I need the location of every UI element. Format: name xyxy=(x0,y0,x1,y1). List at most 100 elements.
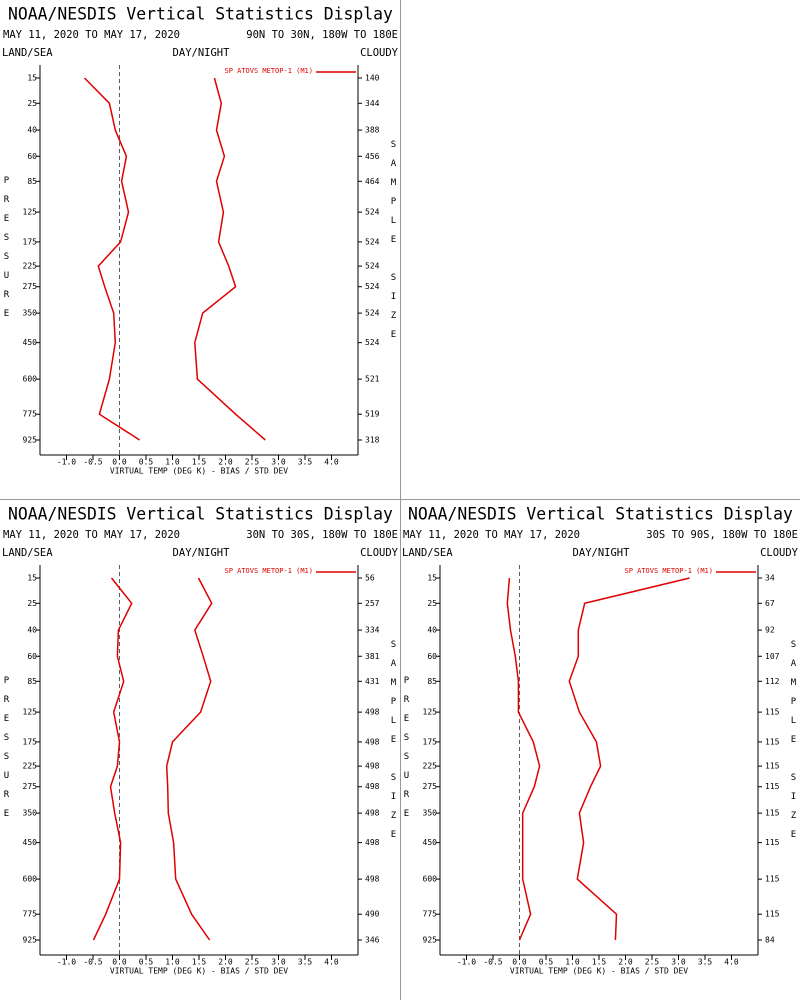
y-tick-label: 275 xyxy=(23,282,38,291)
x-tick-label: 3.0 xyxy=(271,958,286,967)
day-night: DAY/NIGHT xyxy=(173,547,231,559)
y-tick-label: 125 xyxy=(23,208,38,217)
region: 30S TO 90S, 180W TO 180E xyxy=(646,529,798,541)
y-tick-label: 15 xyxy=(427,574,437,583)
profile-line xyxy=(506,577,541,941)
day-night: DAY/NIGHT xyxy=(173,47,231,59)
sample-size-label: 115 xyxy=(765,782,780,791)
y2-axis-label: SAMPLE SIZE xyxy=(789,640,799,849)
y-tick-label: 60 xyxy=(27,652,37,661)
sample-size-label: 115 xyxy=(765,708,780,717)
y-tick-label: 275 xyxy=(423,782,438,791)
x-tick-label: 1.0 xyxy=(165,458,180,467)
x-tick-label: -0.5 xyxy=(483,958,502,967)
y-tick-label: 775 xyxy=(23,910,38,919)
sample-size-label: 431 xyxy=(365,677,380,686)
sample-size-label: 524 xyxy=(365,208,380,217)
sample-size-label: 490 xyxy=(365,910,380,919)
y-tick-label: 40 xyxy=(27,126,37,135)
y-tick-label: 15 xyxy=(27,574,37,583)
y-tick-label: 600 xyxy=(23,375,38,384)
x-axis-label: VIRTUAL TEMP (DEG K) - BIAS / STD DEV xyxy=(110,967,288,976)
sample-size-label: 115 xyxy=(765,762,780,771)
profile-line xyxy=(568,577,690,941)
y-tick-label: 85 xyxy=(427,677,437,686)
title: NOAA/NESDIS Vertical Statistics Display xyxy=(8,5,393,24)
sample-size-label: 524 xyxy=(365,237,380,246)
y-tick-label: 775 xyxy=(423,910,438,919)
cloudy: CLOUDY xyxy=(360,547,399,559)
panel: NOAA/NESDIS Vertical Statistics Display M… xyxy=(2,505,399,976)
y-tick-label: 225 xyxy=(23,262,38,271)
y-tick-label: 450 xyxy=(423,838,438,847)
legend-label: SP ATOVS METOP-1 (M1) xyxy=(224,67,313,75)
profile-line xyxy=(83,77,141,441)
profile-line xyxy=(92,577,133,941)
sample-size-label: 346 xyxy=(365,936,380,945)
sample-size-label: 498 xyxy=(365,875,380,884)
sample-size-label: 456 xyxy=(365,152,380,161)
x-tick-label: 2.5 xyxy=(245,958,260,967)
x-tick-label: 1.5 xyxy=(192,458,207,467)
y-tick-label: 60 xyxy=(27,152,37,161)
y-tick-label: 225 xyxy=(23,762,38,771)
sample-size-label: 381 xyxy=(365,652,380,661)
x-tick-label: 0.5 xyxy=(139,458,154,467)
land-sea: LAND/SEA xyxy=(402,547,453,559)
land-sea: LAND/SEA xyxy=(2,547,53,559)
y-tick-label: 125 xyxy=(23,708,38,717)
y-tick-label: 85 xyxy=(27,177,37,186)
y-tick-label: 25 xyxy=(427,599,437,608)
sample-size-label: 524 xyxy=(365,309,380,318)
y-tick-label: 450 xyxy=(23,838,38,847)
date-range: MAY 11, 2020 TO MAY 17, 2020 xyxy=(3,29,180,41)
y-tick-label: 60 xyxy=(427,652,437,661)
x-axis-label: VIRTUAL TEMP (DEG K) - BIAS / STD DEV xyxy=(510,967,688,976)
x-tick-label: 0.5 xyxy=(139,958,154,967)
y-tick-label: 125 xyxy=(423,708,438,717)
sample-size-label: 115 xyxy=(765,910,780,919)
sample-size-label: 498 xyxy=(365,809,380,818)
title: NOAA/NESDIS Vertical Statistics Display xyxy=(408,505,793,524)
sample-size-label: 498 xyxy=(365,708,380,717)
cloudy: CLOUDY xyxy=(760,547,799,559)
y-tick-label: 450 xyxy=(23,338,38,347)
y-tick-label: 175 xyxy=(23,237,38,246)
region: 90N TO 30N, 180W TO 180E xyxy=(246,29,398,41)
y-tick-label: 775 xyxy=(23,410,38,419)
y-tick-label: 25 xyxy=(27,599,37,608)
x-tick-label: 2.0 xyxy=(218,458,233,467)
y2-axis-label: SAMPLE SIZE xyxy=(389,140,399,349)
sample-size-label: 344 xyxy=(365,99,380,108)
x-tick-label: 2.0 xyxy=(618,958,633,967)
legend-label: SP ATOVS METOP-1 (M1) xyxy=(224,567,313,575)
profile-line xyxy=(165,577,213,941)
panel: NOAA/NESDIS Vertical Statistics Display M… xyxy=(402,505,799,976)
y-tick-label: 925 xyxy=(23,936,38,945)
sample-size-label: 92 xyxy=(765,626,775,635)
date-range: MAY 11, 2020 TO MAY 17, 2020 xyxy=(3,529,180,541)
y-tick-label: 350 xyxy=(23,809,38,818)
y-tick-label: 275 xyxy=(23,782,38,791)
sample-size-label: 521 xyxy=(365,375,380,384)
y-tick-label: 350 xyxy=(423,809,438,818)
x-tick-label: 1.0 xyxy=(565,958,580,967)
x-tick-label: 1.0 xyxy=(165,958,180,967)
profile-line xyxy=(194,77,266,441)
x-tick-label: 0.5 xyxy=(539,958,554,967)
sample-size-label: 498 xyxy=(365,782,380,791)
x-axis-label: VIRTUAL TEMP (DEG K) - BIAS / STD DEV xyxy=(110,467,288,476)
y-tick-label: 175 xyxy=(23,737,38,746)
y-tick-label: 15 xyxy=(27,74,37,83)
x-tick-label: -0.5 xyxy=(83,958,102,967)
x-tick-label: 2.0 xyxy=(218,958,233,967)
sample-size-label: 498 xyxy=(365,737,380,746)
y-tick-label: 40 xyxy=(427,626,437,635)
x-tick-label: 4.0 xyxy=(324,458,339,467)
sample-size-label: 318 xyxy=(365,436,380,445)
sample-size-label: 498 xyxy=(365,838,380,847)
sample-size-label: 140 xyxy=(365,74,380,83)
y-tick-label: 175 xyxy=(423,737,438,746)
sample-size-label: 524 xyxy=(365,338,380,347)
